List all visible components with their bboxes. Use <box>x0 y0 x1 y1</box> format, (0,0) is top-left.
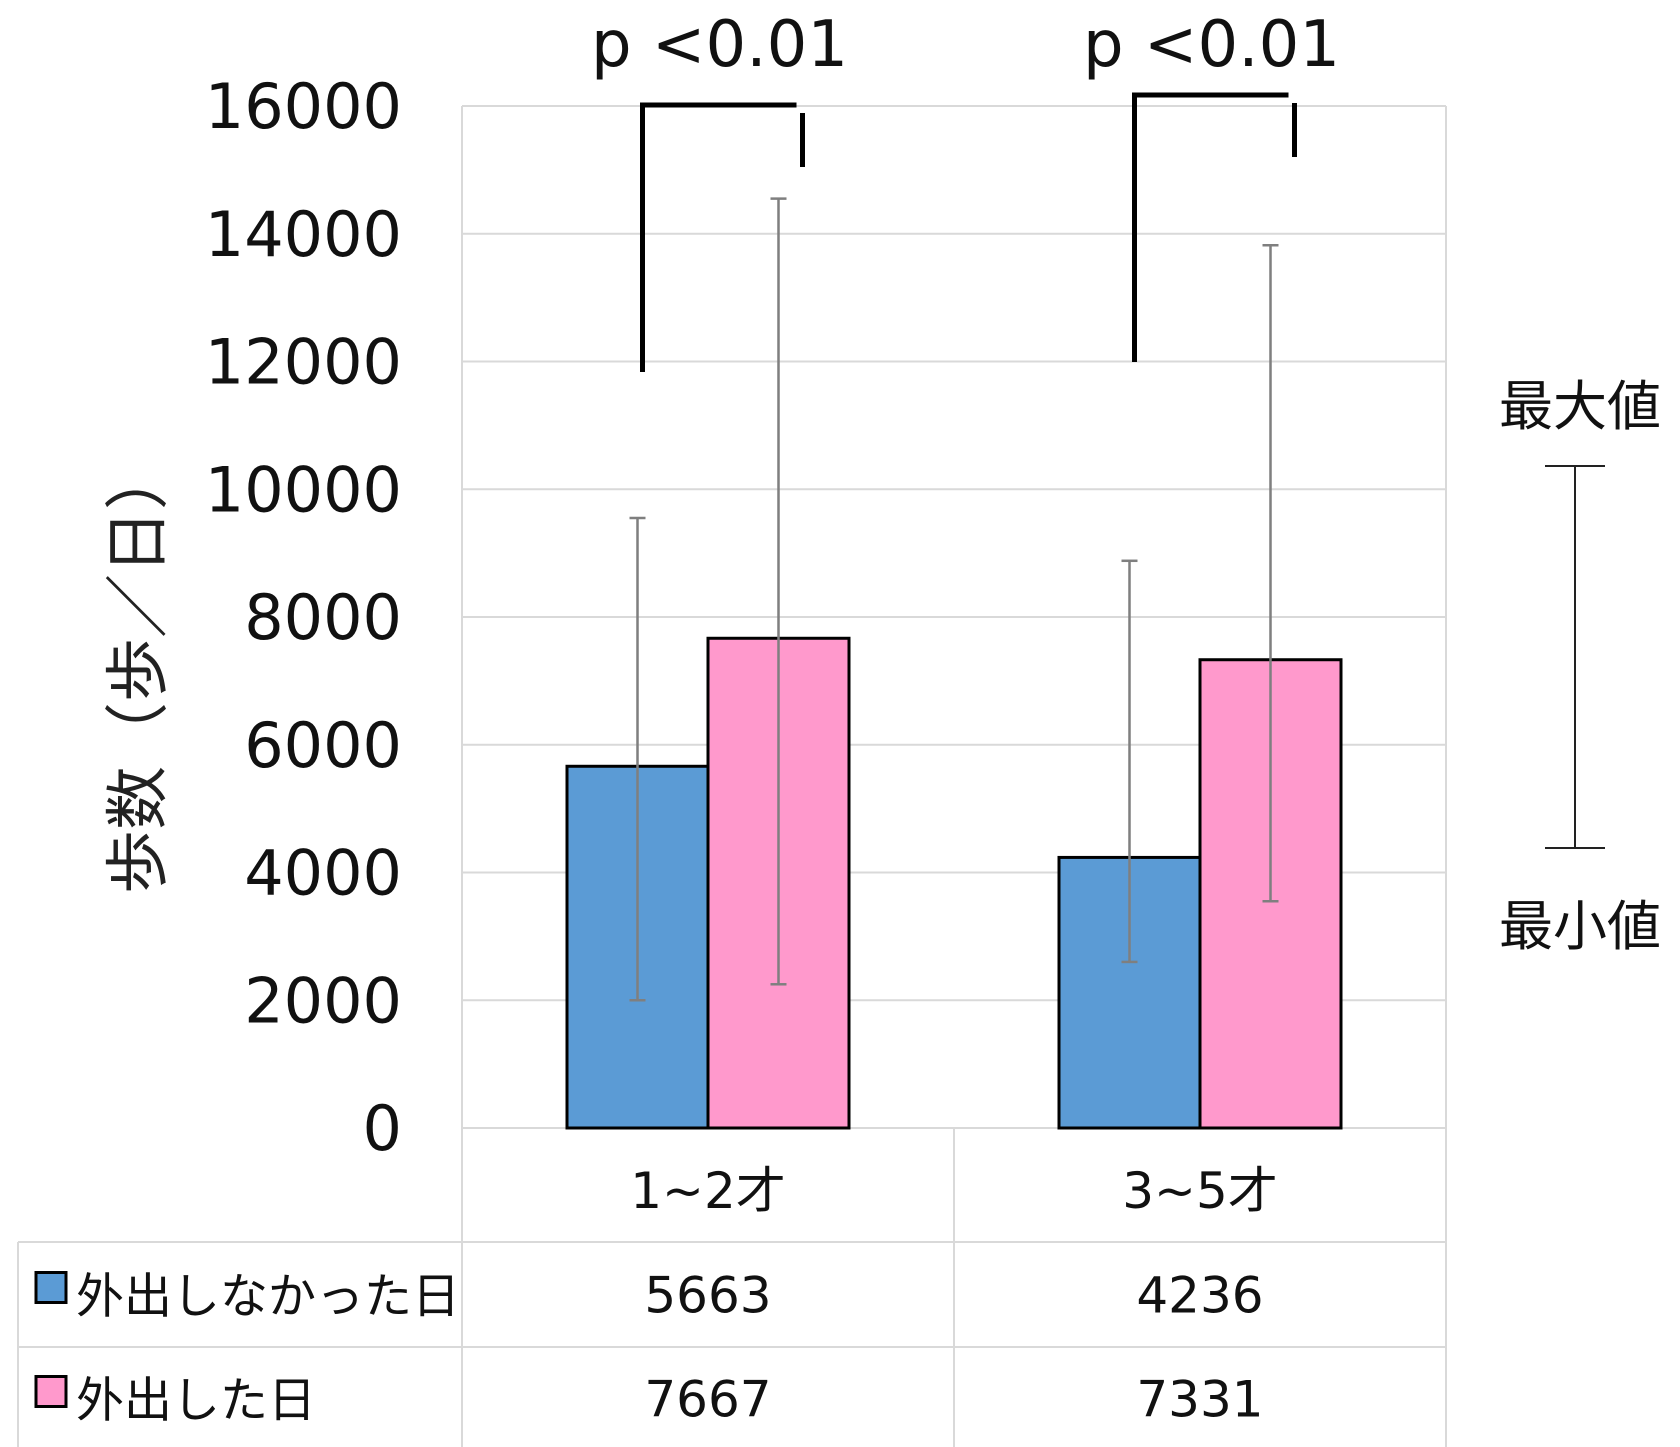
y-tick-label: 4000 <box>244 837 402 910</box>
y-tick-label: 10000 <box>205 453 402 526</box>
y-tick-label: 2000 <box>244 964 402 1037</box>
significance-bracket <box>1132 92 1289 362</box>
table-value: 5663 <box>644 1267 771 1325</box>
y-tick-labels: 0 2000 4000 6000 8000 10000 12000 14000 16000 <box>205 70 402 1165</box>
error-bars <box>629 197 1279 1002</box>
y-tick-label: 14000 <box>205 198 402 271</box>
category-label: 1~2才 <box>630 1162 786 1220</box>
bars <box>565 636 1343 1130</box>
table-value: 7331 <box>1136 1371 1263 1429</box>
legend-label: 外出した日 <box>76 1373 316 1429</box>
y-tick-label: 12000 <box>205 326 402 399</box>
table-value: 4236 <box>1136 1267 1263 1325</box>
max-label: 最大値 <box>1499 375 1661 438</box>
significance-bracket <box>640 102 797 372</box>
min-max-legend: 最大値 最小値 <box>1499 375 1661 958</box>
y-axis-label: 歩数（歩／日） <box>102 446 176 894</box>
legend-swatch <box>34 1375 68 1408</box>
p-value-label: p <0.01 <box>1083 8 1340 82</box>
y-tick-label: 8000 <box>244 581 402 654</box>
y-tick-label: 0 <box>363 1092 402 1165</box>
significance-brackets: p <0.01 p <0.01 <box>591 8 1340 372</box>
y-tick-label: 6000 <box>244 709 402 782</box>
legend-swatch <box>34 1271 68 1304</box>
legend-label: 外出しなかった日 <box>76 1269 460 1325</box>
p-value-label: p <0.01 <box>591 8 848 82</box>
table-value: 7667 <box>644 1371 771 1429</box>
category-label: 3~5才 <box>1122 1162 1278 1220</box>
min-label: 最小値 <box>1499 895 1661 958</box>
y-tick-label: 16000 <box>205 70 402 143</box>
